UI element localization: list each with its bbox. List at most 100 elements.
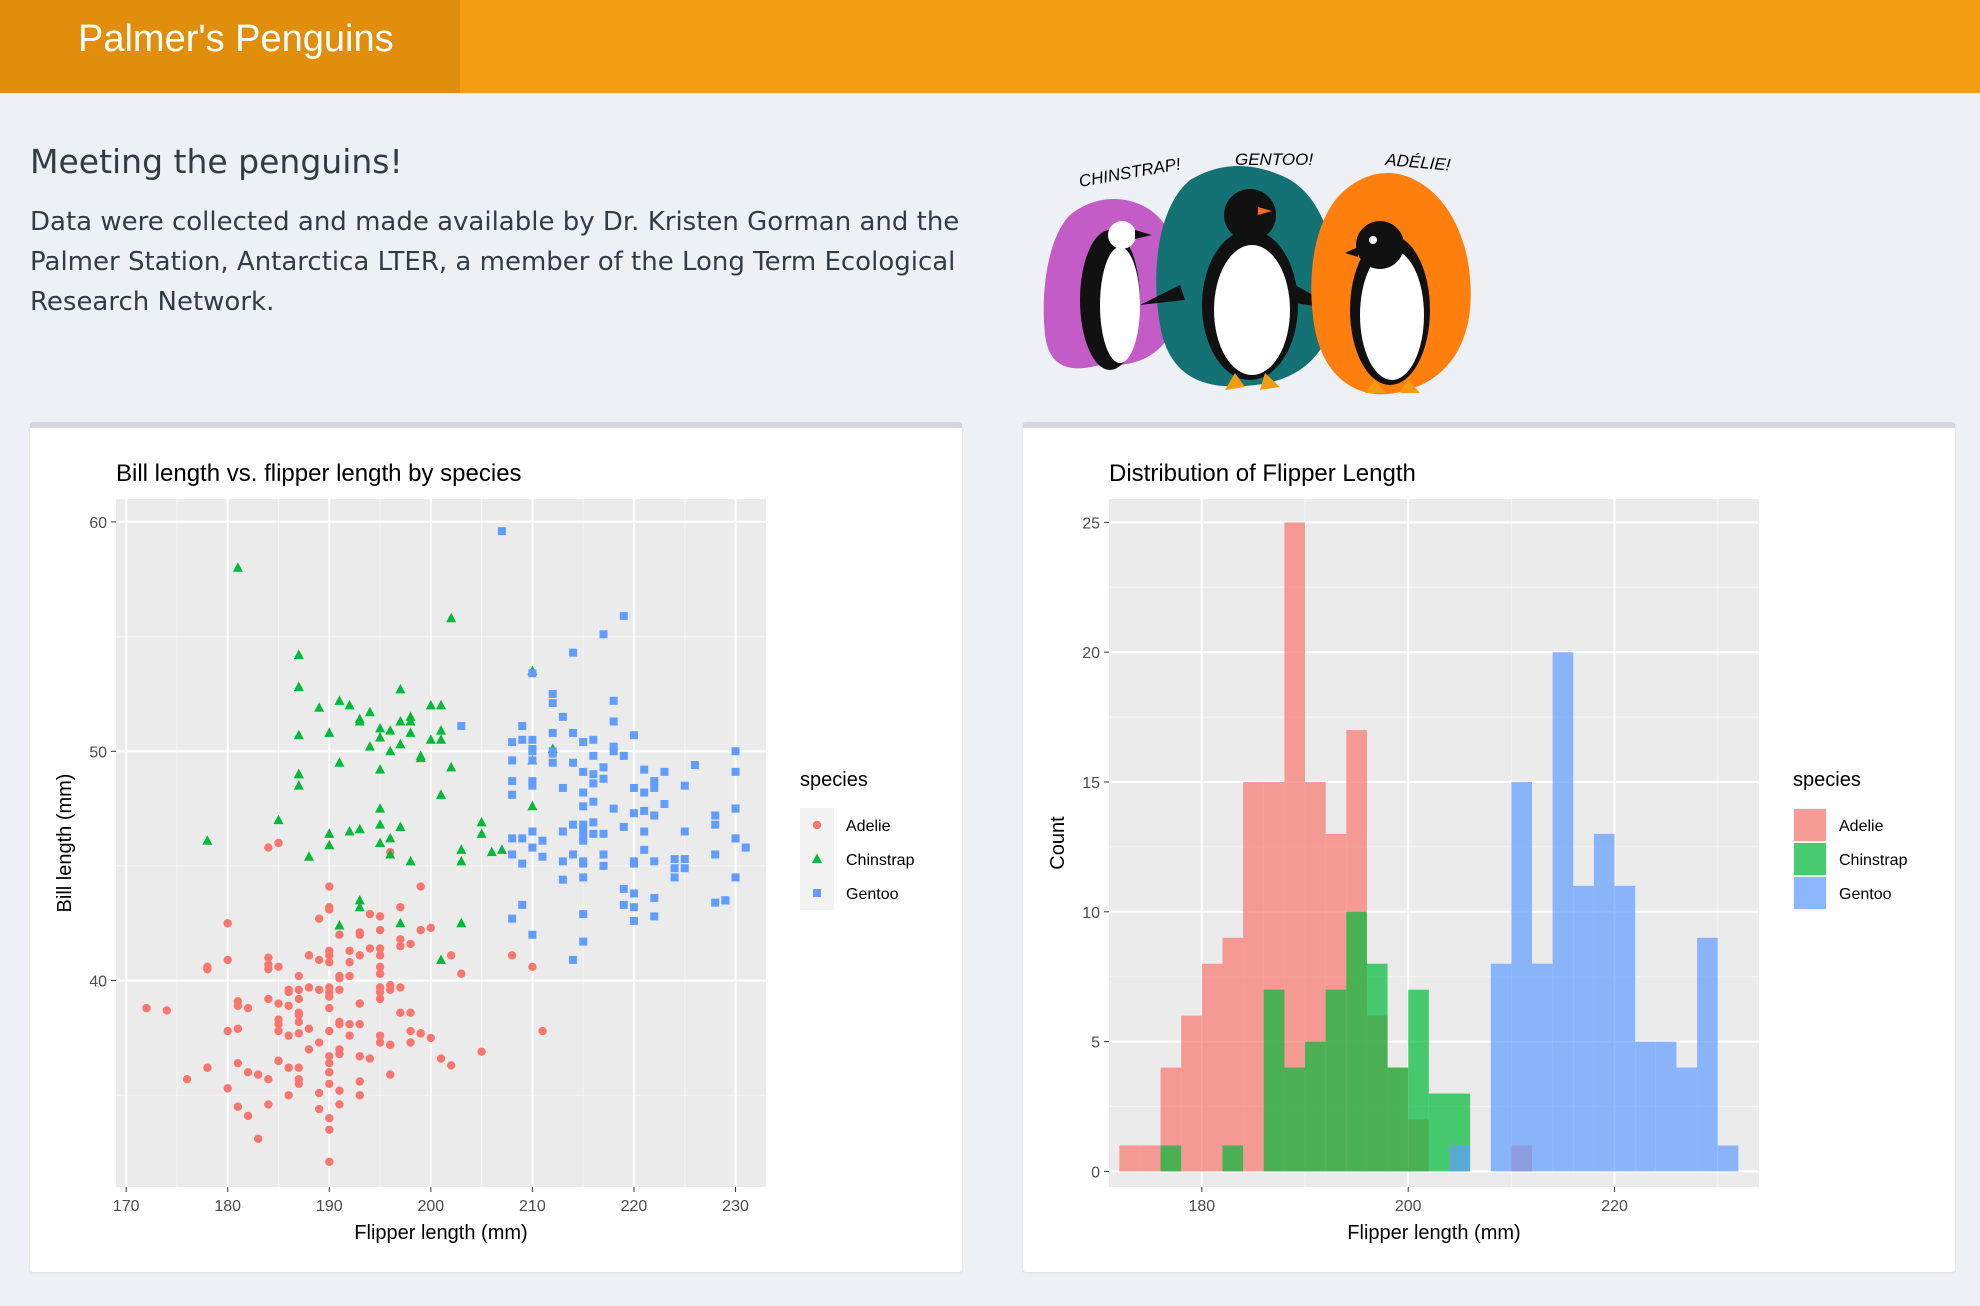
data-point-adelie [325, 958, 334, 967]
scatter-y-axis-label: Bill length (mm) [54, 774, 76, 913]
data-point-gentoo [589, 797, 598, 806]
histogram-bar-gentoo [1717, 1145, 1739, 1172]
data-point-gentoo [579, 802, 588, 811]
data-point-adelie [233, 1001, 243, 1011]
data-point-adelie [396, 935, 405, 944]
data-point-adelie [284, 1001, 293, 1011]
data-point-chinstrap [324, 828, 335, 838]
data-point-adelie [375, 1031, 385, 1040]
data-point-gentoo [457, 722, 466, 731]
data-point-gentoo [589, 735, 598, 744]
data-point-chinstrap [293, 729, 304, 740]
data-point-adelie [355, 1052, 364, 1061]
y-tick-label: 20 [1082, 645, 1100, 662]
data-point-adelie [223, 1084, 232, 1093]
data-point-gentoo [640, 845, 649, 854]
data-point-gentoo [528, 843, 537, 852]
data-point-chinstrap [344, 699, 355, 710]
data-point-chinstrap [395, 738, 406, 749]
data-point-chinstrap [395, 683, 406, 694]
data-point-gentoo [670, 873, 679, 882]
data-point-gentoo [518, 834, 527, 843]
data-point-chinstrap [395, 715, 406, 726]
data-point-gentoo [548, 689, 557, 698]
data-point-gentoo [640, 765, 649, 774]
data-point-gentoo [619, 900, 628, 909]
data-point-adelie [314, 985, 324, 994]
scatter-card: Bill length vs. flipper length by specie… [30, 422, 962, 1272]
data-point-adelie [386, 1040, 395, 1050]
data-point-adelie [304, 1024, 314, 1033]
data-point-adelie [375, 962, 385, 972]
data-point-adelie [406, 1038, 415, 1047]
legend-label-chinstrap: Chinstrap [1839, 852, 1908, 869]
data-point-gentoo [731, 834, 740, 843]
histogram-bar-gentoo [1697, 937, 1718, 1172]
data-point-adelie [345, 958, 354, 967]
data-point-adelie [396, 903, 405, 912]
data-point-chinstrap [405, 855, 416, 866]
data-point-chinstrap [354, 713, 365, 724]
data-point-chinstrap [425, 734, 436, 744]
scatter-title: Bill length vs. flipper length by specie… [116, 460, 522, 487]
data-point-gentoo [629, 783, 638, 792]
data-point-chinstrap [496, 844, 507, 854]
data-point-gentoo [518, 859, 527, 868]
histogram-bar-chinstrap [1325, 989, 1347, 1172]
data-point-adelie [264, 994, 273, 1004]
histogram-bar-chinstrap [1305, 1041, 1326, 1172]
x-tick-label: 180 [214, 1198, 241, 1215]
data-point-chinstrap [354, 823, 365, 834]
data-point-gentoo [528, 827, 537, 836]
data-point-gentoo [619, 884, 628, 893]
data-point-chinstrap [354, 901, 365, 912]
data-point-gentoo [497, 527, 506, 536]
brand-area[interactable]: Palmer's Penguins [0, 0, 460, 93]
data-point-adelie [314, 1038, 324, 1047]
data-point-chinstrap [385, 832, 396, 843]
histogram-bar-adelie [1119, 1145, 1140, 1172]
data-point-gentoo [619, 822, 628, 831]
histogram-bar-gentoo [1449, 1145, 1471, 1172]
data-point-gentoo [650, 894, 659, 903]
data-point-gentoo [508, 914, 517, 923]
data-point-adelie [406, 1026, 415, 1036]
data-point-gentoo [548, 758, 557, 767]
data-point-adelie [325, 983, 334, 992]
data-point-adelie [375, 994, 385, 1004]
histogram-bar-gentoo [1490, 963, 1512, 1172]
histogram-bar-gentoo [1532, 963, 1553, 1172]
data-point-adelie [477, 1047, 486, 1056]
navbar: Palmer's Penguins [0, 0, 1980, 93]
data-point-gentoo [711, 850, 720, 859]
data-point-gentoo [579, 836, 588, 845]
data-point-gentoo [538, 836, 547, 845]
data-point-gentoo [569, 820, 578, 829]
x-tick-label: 200 [417, 1198, 444, 1215]
data-point-gentoo [650, 912, 659, 921]
data-point-adelie [426, 1033, 436, 1043]
data-point-gentoo [629, 889, 638, 898]
data-point-gentoo [680, 855, 689, 864]
data-point-chinstrap [334, 757, 345, 767]
data-point-gentoo [599, 630, 608, 639]
data-point-chinstrap [354, 894, 365, 905]
histogram-bar-chinstrap [1346, 911, 1367, 1172]
data-point-gentoo [558, 875, 567, 884]
data-point-adelie [325, 1068, 334, 1077]
histogram-y-axis-label: Count [1047, 816, 1069, 870]
data-point-chinstrap [486, 846, 497, 857]
data-point-gentoo [640, 827, 649, 836]
data-point-chinstrap [436, 699, 446, 710]
data-point-chinstrap [385, 725, 396, 735]
data-point-gentoo [579, 832, 588, 841]
data-point-chinstrap [303, 851, 314, 861]
data-point-adelie [304, 1045, 314, 1054]
data-point-gentoo [558, 783, 567, 792]
data-point-gentoo [640, 806, 649, 815]
data-point-adelie [375, 969, 385, 978]
data-point-adelie [335, 985, 344, 994]
histogram-bar-gentoo [1511, 781, 1533, 1172]
app-title[interactable]: Palmer's Penguins [78, 18, 394, 60]
histogram-bar-chinstrap [1408, 989, 1429, 1172]
